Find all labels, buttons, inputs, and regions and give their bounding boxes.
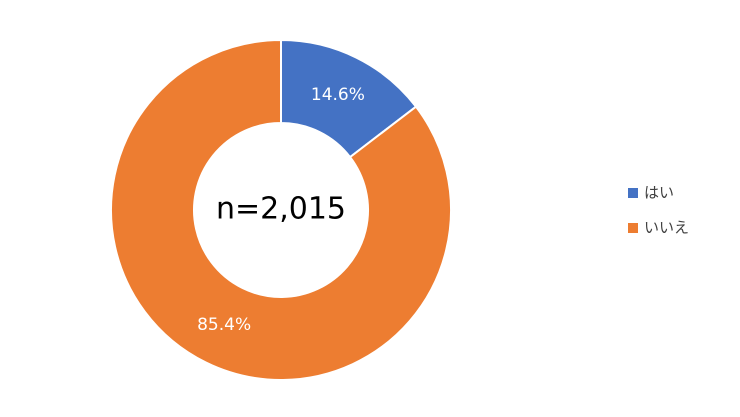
data-label: 14.6% [311,85,365,105]
legend-label: いいえ [644,219,689,237]
data-label: 85.4% [197,315,251,335]
center-text: n=2,015 [216,192,346,227]
legend-swatch [628,223,638,233]
legend-label: はい [644,184,674,202]
slice [110,38,452,381]
legend-swatch [628,188,638,198]
